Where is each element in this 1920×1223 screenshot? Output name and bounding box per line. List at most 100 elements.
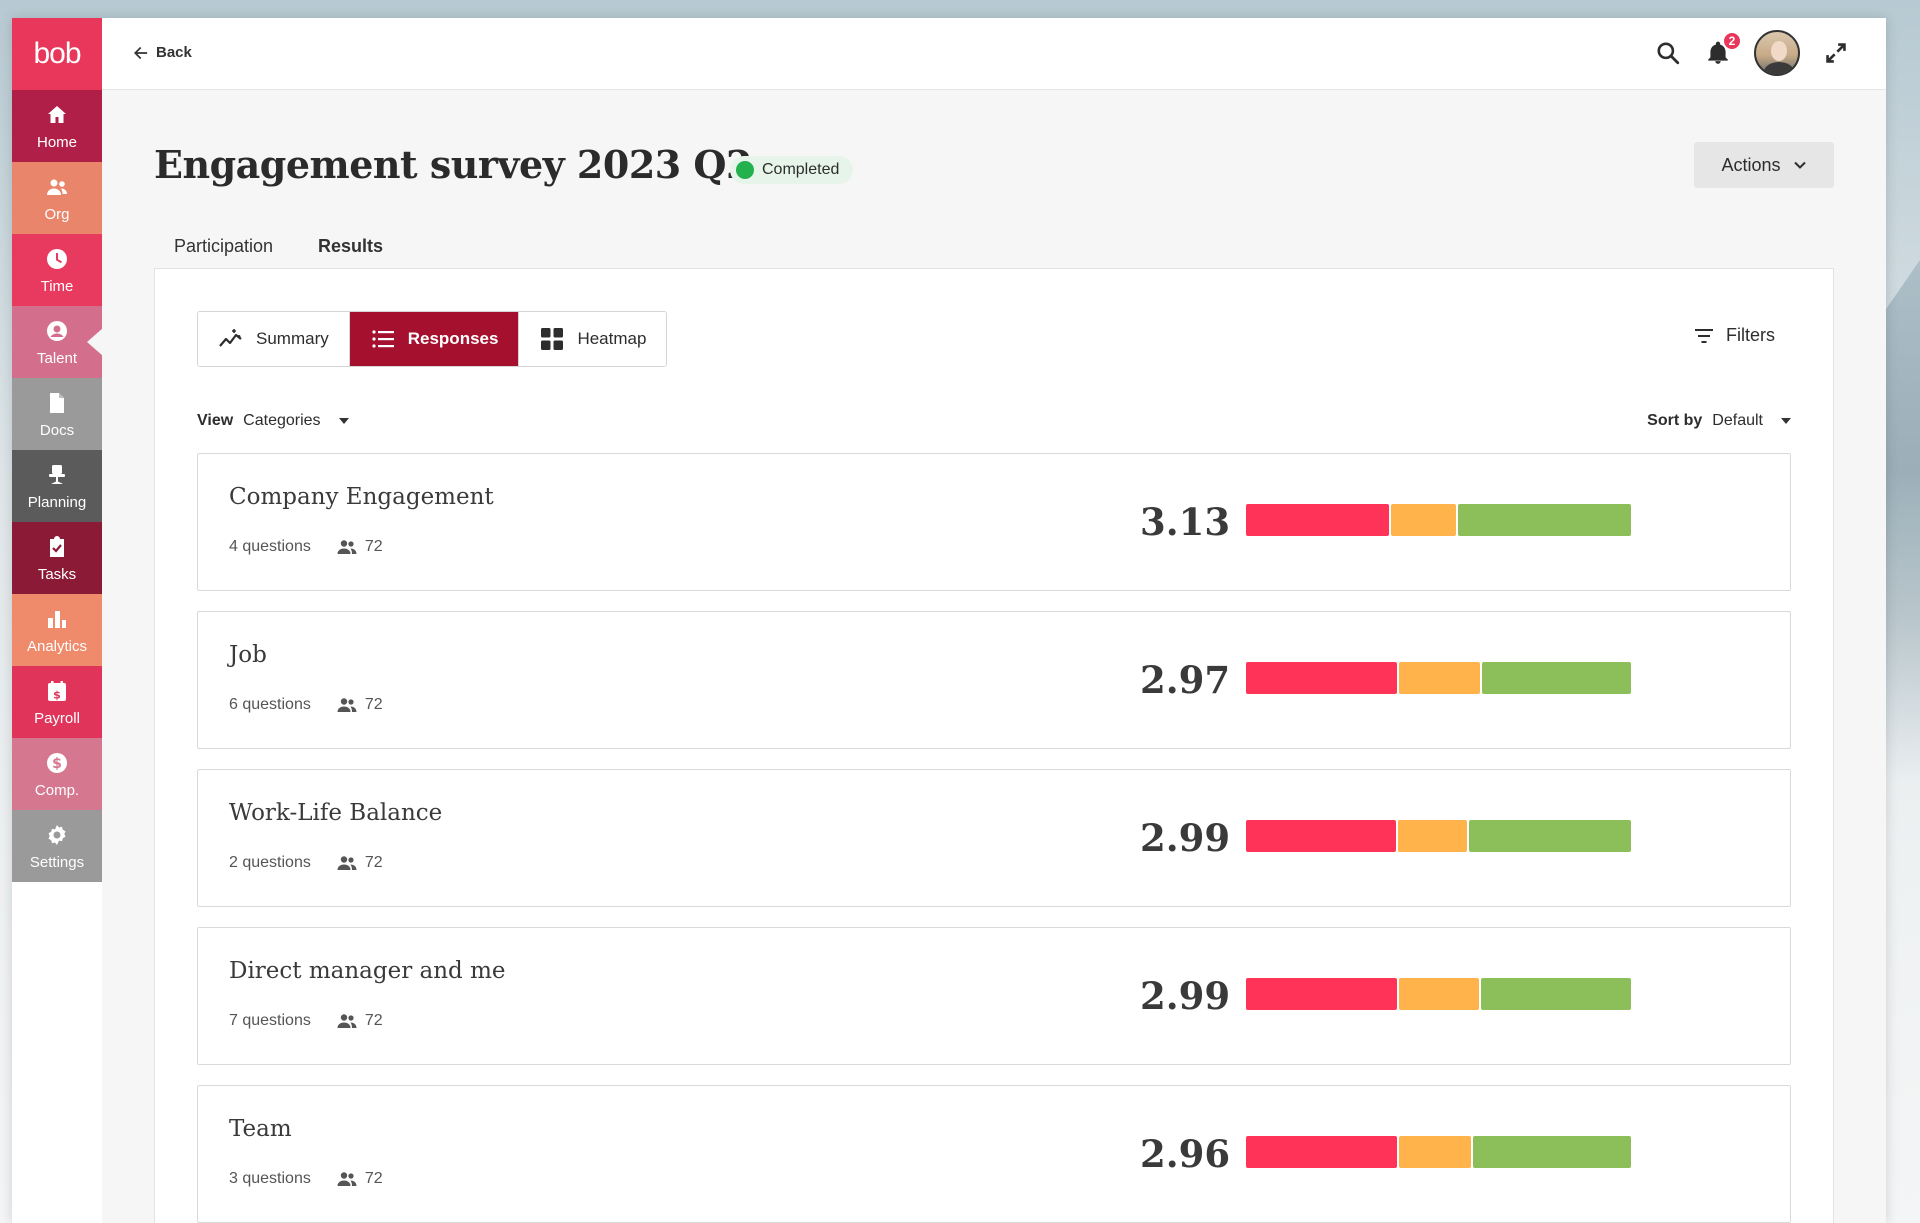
list-icon (372, 330, 394, 348)
respondents: 72 (337, 854, 383, 872)
sidebar-item-tasks[interactable]: Tasks (12, 522, 102, 594)
sidebar-item-planning[interactable]: Planning (12, 450, 102, 522)
question-count: 3 questions (229, 1170, 311, 1187)
respondents: 72 (337, 538, 383, 556)
category-card[interactable]: Team 3 questions 72 2.96 (197, 1085, 1791, 1223)
category-meta: 7 questions 72 (229, 1012, 383, 1030)
negative-segment (1246, 1136, 1397, 1168)
sidebar-item-label: Home (36, 133, 77, 151)
distribution-bar (1246, 978, 1632, 1010)
notifications-button[interactable]: 2 (1704, 31, 1742, 67)
back-button[interactable]: Back (134, 44, 192, 61)
respondent-count: 72 (364, 696, 383, 713)
responses-button[interactable]: Responses (348, 312, 519, 366)
category-meta: 4 questions 72 (229, 538, 383, 556)
back-label: Back (156, 44, 192, 61)
tab-participation[interactable]: Participation (174, 236, 274, 256)
summary-button[interactable]: Summary (198, 312, 349, 366)
sidebar-item-label: Time (40, 277, 74, 295)
sidebar-item-settings[interactable]: Settings (12, 810, 102, 882)
neutral-segment (1398, 662, 1481, 694)
status-badge: Completed (730, 156, 854, 184)
category-title: Company Engagement (229, 484, 494, 510)
results-panel: Summary Responses Heatmap Filters View C… (154, 268, 1834, 1223)
respondent-count: 72 (364, 854, 383, 871)
category-card[interactable]: Job 6 questions 72 2.97 (197, 611, 1791, 749)
sidebar-nav: Home Org Time Talent Docs Planning Tasks Analyt… (12, 90, 102, 882)
app-window: bob Home Org Time Talent Docs Planning Tasks An… (12, 18, 1886, 1223)
sidebar-item-analytics[interactable]: Analytics (12, 594, 102, 666)
home-icon (44, 102, 70, 128)
neutral-segment (1398, 978, 1479, 1010)
sidebar-item-label: Org (44, 205, 70, 223)
sidebar-item-label: Tasks (37, 565, 77, 583)
people-icon (44, 174, 70, 200)
people-icon (337, 1172, 357, 1186)
filter-icon (1695, 328, 1713, 343)
search-icon (1657, 42, 1680, 65)
sort-dropdown[interactable]: Sort by Default (1647, 412, 1791, 430)
bob-logo[interactable]: bob (12, 18, 102, 90)
question-count: 2 questions (229, 854, 311, 871)
heatmap-button[interactable]: Heatmap (518, 312, 667, 366)
filters-label: Filters (1726, 325, 1775, 345)
clipboard-check-icon (44, 534, 70, 560)
document-icon (44, 390, 70, 416)
sidebar-item-org[interactable]: Org (12, 162, 102, 234)
distribution-bar (1246, 504, 1631, 536)
top-icons: 2 (1654, 30, 1850, 76)
user-avatar[interactable] (1754, 30, 1800, 76)
question-count: 7 questions (229, 1012, 311, 1029)
negative-segment (1246, 662, 1397, 694)
sidebar-item-payroll[interactable]: $ Payroll (12, 666, 102, 738)
gear-icon (44, 822, 70, 848)
heatmap-label: Heatmap (577, 329, 647, 348)
sidebar-item-talent[interactable]: Talent (12, 306, 102, 378)
respondents: 72 (337, 1012, 383, 1030)
expand-button[interactable] (1822, 39, 1850, 67)
clock-icon (44, 246, 70, 272)
positive-segment (1482, 662, 1631, 694)
category-score: 2.99 (1140, 974, 1231, 1018)
category-card[interactable]: Direct manager and me 7 questions 72 2.99 (197, 927, 1791, 1065)
notification-badge: 2 (1722, 31, 1742, 51)
respondents: 72 (337, 696, 383, 714)
negative-segment (1246, 978, 1397, 1010)
tab-results[interactable]: Results (298, 236, 404, 272)
expand-icon (1826, 43, 1846, 63)
respondent-count: 72 (364, 1170, 383, 1187)
responses-label: Responses (407, 329, 499, 348)
grid-icon (541, 328, 564, 350)
svg-text:$: $ (52, 756, 62, 772)
people-icon (337, 1014, 357, 1028)
category-card[interactable]: Company Engagement 4 questions 72 3.13 (197, 453, 1791, 591)
sidebar-item-label: Settings (29, 853, 85, 871)
respondent-count: 72 (364, 1012, 383, 1029)
caret-down-icon (1781, 418, 1791, 424)
sidebar-item-comp[interactable]: $ Comp. (12, 738, 102, 810)
sort-label: Sort by (1647, 412, 1703, 429)
filters-button[interactable]: Filters (1694, 325, 1775, 346)
summary-label: Summary (256, 329, 329, 348)
sidebar: bob Home Org Time Talent Docs Planning Tasks An… (12, 18, 102, 1223)
category-card[interactable]: Work-Life Balance 2 questions 72 2.99 (197, 769, 1791, 907)
category-score: 2.96 (1140, 1132, 1231, 1176)
bell-icon (1708, 41, 1728, 64)
sidebar-item-home[interactable]: Home (12, 90, 102, 162)
sort-value: Default (1712, 412, 1763, 429)
top-bar: Back 2 (102, 18, 1886, 90)
distribution-bar (1246, 820, 1631, 852)
category-title: Job (229, 642, 267, 668)
respondents: 72 (337, 1170, 383, 1188)
sidebar-item-label: Planning (27, 493, 87, 511)
arrow-left-icon (134, 46, 148, 59)
caret-down-icon (338, 418, 349, 424)
actions-button[interactable]: Actions (1694, 142, 1834, 188)
sidebar-item-time[interactable]: Time (12, 234, 102, 306)
chair-icon (44, 462, 70, 488)
page-tabs: Participation Results (154, 236, 1834, 272)
sidebar-item-docs[interactable]: Docs (12, 378, 102, 450)
search-button[interactable] (1654, 39, 1682, 67)
view-dropdown[interactable]: View Categories (197, 412, 349, 430)
trend-icon (219, 329, 242, 347)
